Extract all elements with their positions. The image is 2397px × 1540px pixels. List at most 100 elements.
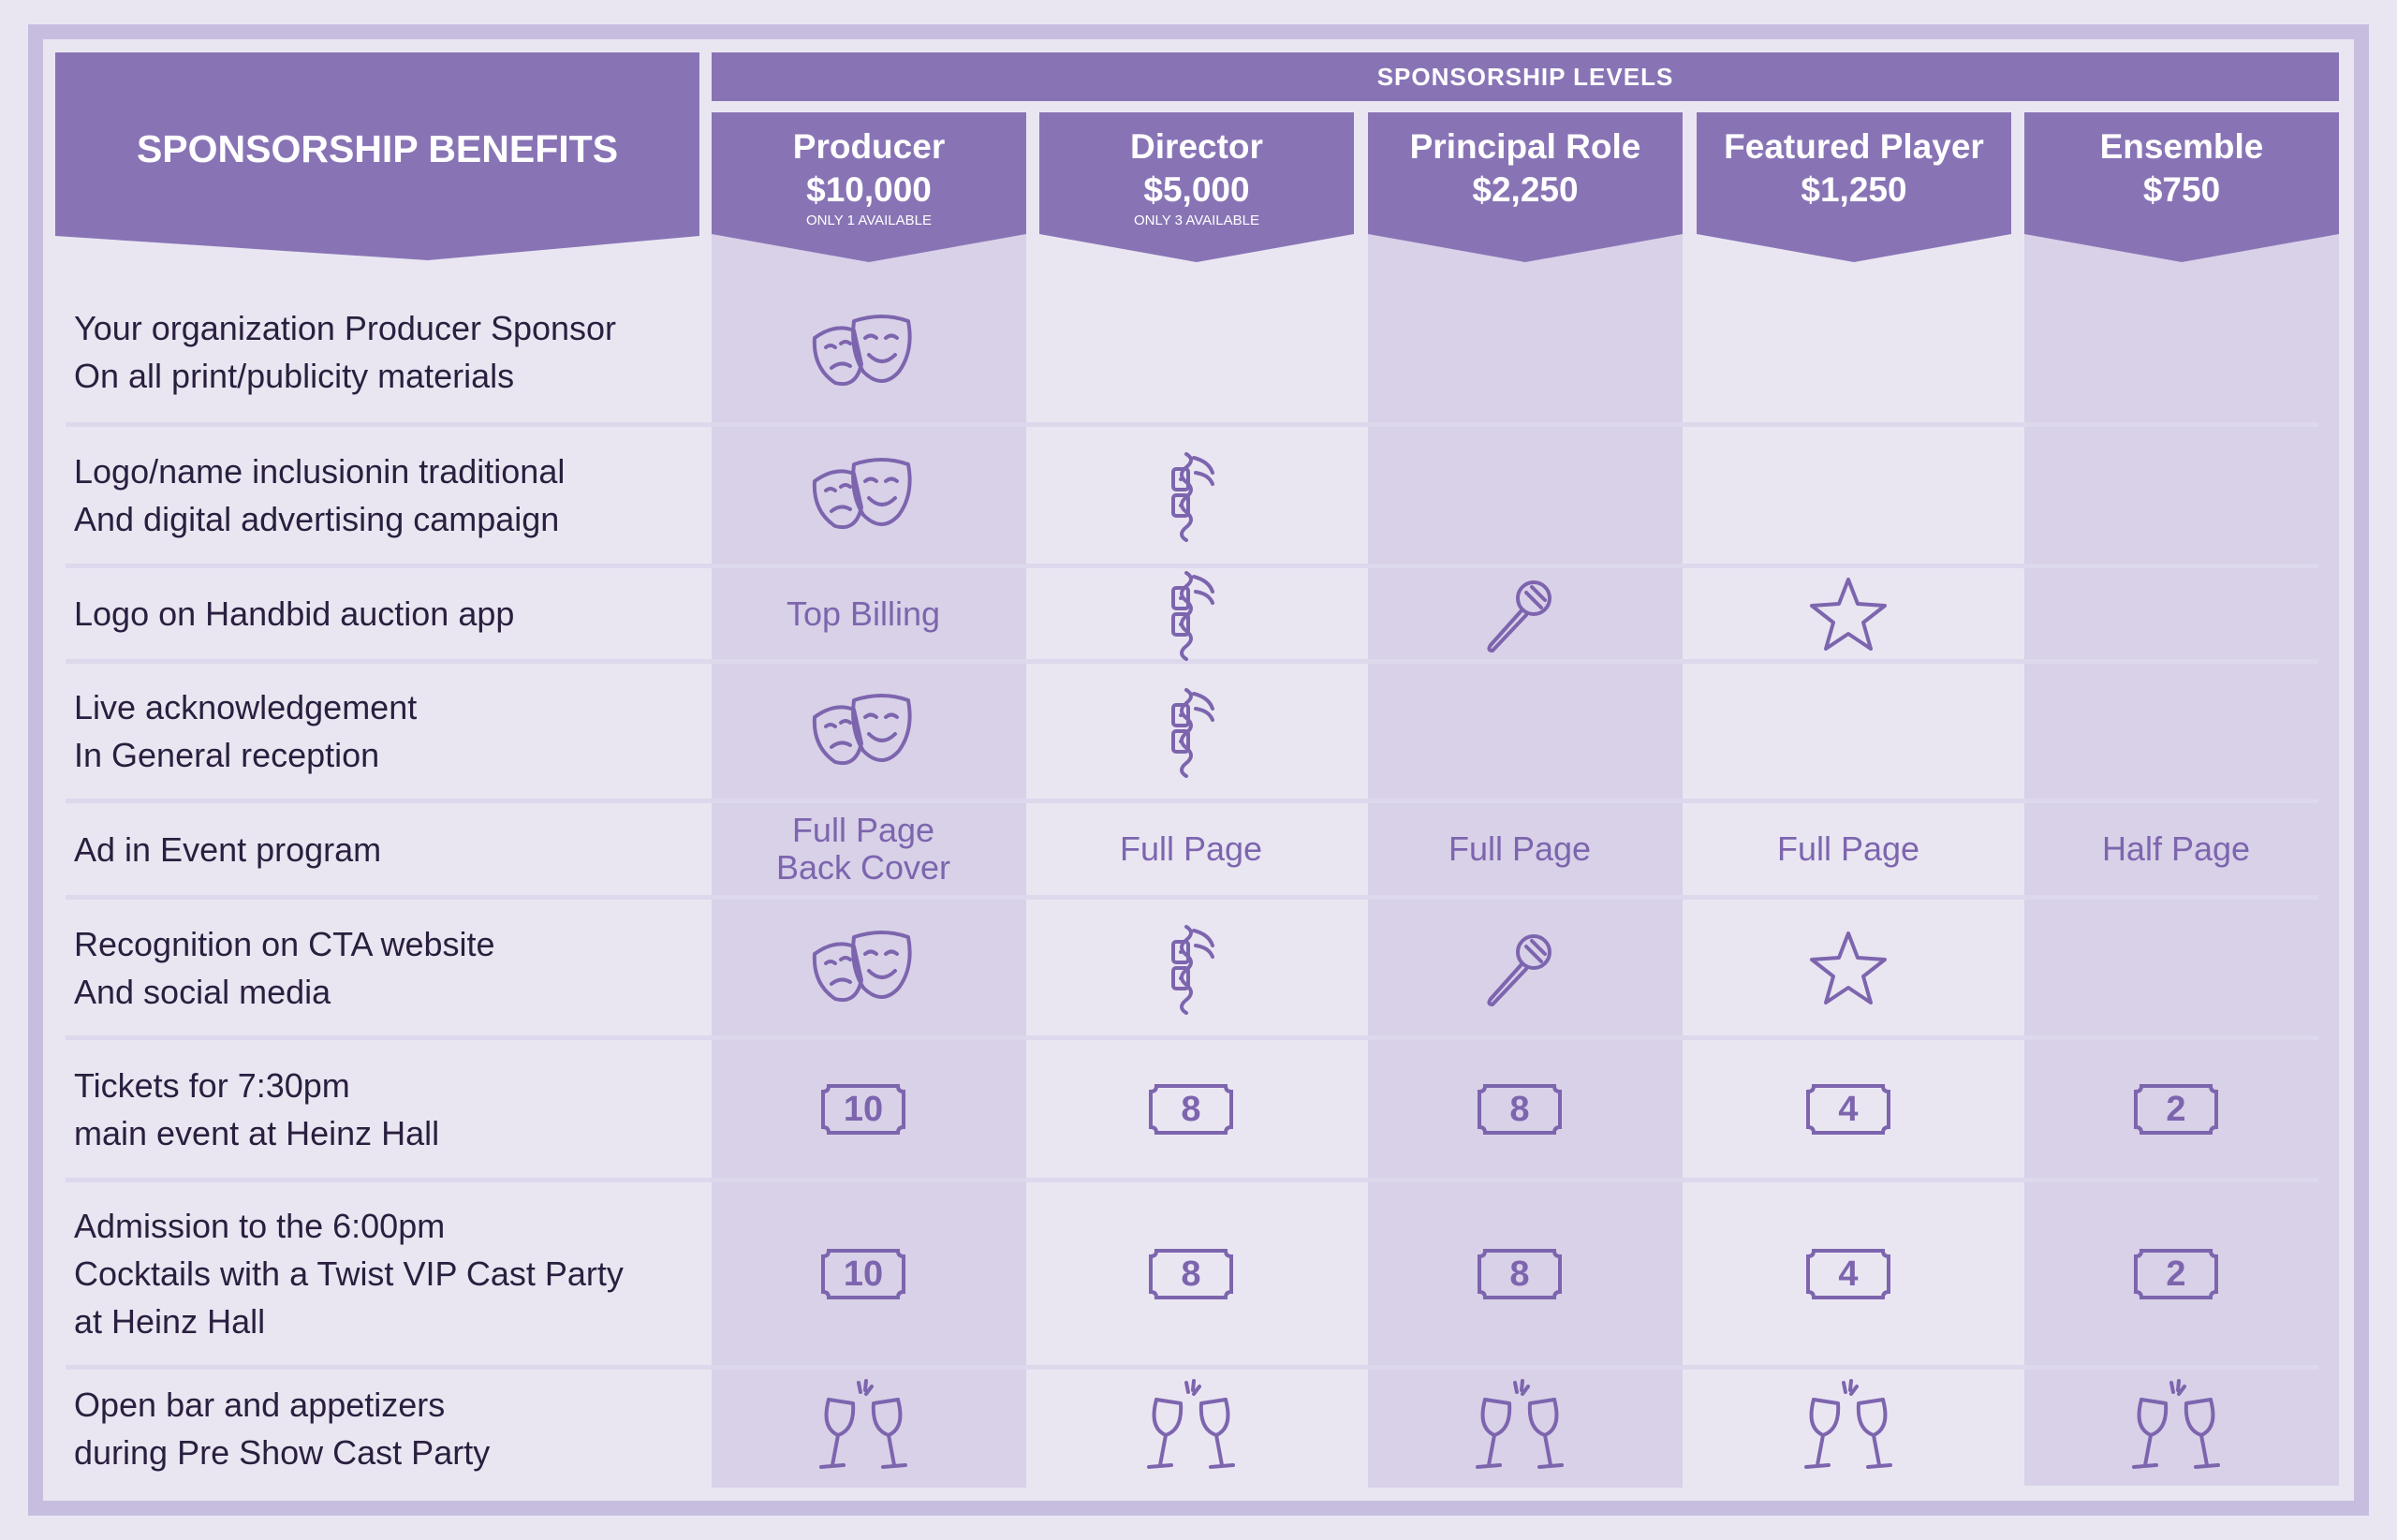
benefit-value: Top Billing [786, 594, 941, 633]
level-header-principal-role: Principal Role $2,250 [1368, 112, 1683, 262]
benefit-cell: Full Page Back Cover [706, 802, 1021, 896]
column-shade [712, 225, 1026, 1488]
benefit-label: Recognition on CTA website And social me… [74, 924, 495, 1011]
benefit-cell: 10 [706, 1039, 1021, 1179]
benefit-label: Ad in Event program [74, 829, 382, 869]
benefit-cell [706, 281, 1021, 423]
ticket-count: 8 [1181, 1254, 1201, 1294]
benefit-cell: 4 [1691, 1039, 2006, 1179]
benefit-cell [1034, 663, 1348, 799]
benefit-label: Your organization Producer Sponsor On al… [74, 309, 617, 395]
champagne-glasses-icon [1797, 1377, 1900, 1480]
film-reel-icon [1158, 567, 1224, 661]
benefit-cell [1034, 567, 1348, 661]
film-reel-icon [1158, 448, 1224, 542]
star-icon [1806, 572, 1890, 656]
ticket-count: 4 [1838, 1254, 1859, 1294]
row-divider [66, 564, 2318, 568]
benefit-cell [1362, 567, 1677, 660]
film-reel-icon [1158, 684, 1224, 778]
benefit-cell [1691, 567, 2006, 660]
level-name: Principal Role [1409, 127, 1641, 166]
benefit-cell: 4 [1691, 1181, 2006, 1366]
benefit-cell: 2 [2019, 1181, 2333, 1366]
column-shade [1368, 225, 1683, 1488]
benefit-value: Full Page [1448, 829, 1592, 868]
ticket-icon: 4 [1806, 1083, 1890, 1135]
ticket-icon: 4 [1806, 1248, 1890, 1299]
benefit-cell [1691, 899, 2006, 1036]
benefit-cell [706, 1369, 1021, 1489]
ticket-icon: 8 [1149, 1083, 1233, 1135]
row-divider [66, 659, 2318, 664]
level-price: $5,000 [1143, 170, 1250, 209]
benefit-cell [1034, 1369, 1348, 1489]
column-shade [2024, 225, 2339, 1486]
benefits-title: SPONSORSHIP BENEFITS [136, 127, 619, 170]
level-availability-note: ONLY 3 AVAILABLE [1134, 213, 1259, 228]
benefit-cell [1362, 1369, 1677, 1489]
row-divider [66, 1365, 2318, 1370]
film-reel-icon [1158, 921, 1224, 1015]
level-price: $1,250 [1801, 170, 1907, 209]
theater-masks-icon [807, 310, 919, 394]
row-divider [66, 1035, 2318, 1040]
level-header-director: Director $5,000 ONLY 3 AVAILABLE [1039, 112, 1354, 262]
star-icon [1806, 926, 1890, 1010]
level-price: $2,250 [1472, 170, 1579, 209]
champagne-glasses-icon [2125, 1377, 2228, 1480]
benefit-cell: Top Billing [706, 567, 1021, 660]
level-name: Producer [792, 127, 946, 166]
level-price: $10,000 [806, 170, 932, 209]
benefit-label: Logo on Handbid auction app [74, 594, 515, 633]
benefit-cell: 8 [1362, 1181, 1677, 1366]
champagne-glasses-icon [1468, 1377, 1571, 1480]
benefit-cell: 10 [706, 1181, 1021, 1366]
level-header-producer: Producer $10,000 ONLY 1 AVAILABLE [712, 112, 1026, 262]
ticket-icon: 8 [1149, 1248, 1233, 1299]
page-frame [28, 24, 2369, 1516]
benefit-value: Half Page [2101, 829, 2251, 868]
level-header-featured-player: Featured Player $1,250 [1697, 112, 2011, 262]
ticket-count: 10 [843, 1089, 884, 1129]
champagne-glasses-icon [812, 1377, 915, 1480]
ticket-count: 2 [2166, 1089, 2186, 1129]
level-price: $750 [2142, 170, 2221, 209]
level-header-ensemble: Ensemble $750 [2024, 112, 2339, 262]
benefit-label: Admission to the 6:00pm Cocktails with a… [74, 1207, 624, 1341]
benefit-cell [1691, 1369, 2006, 1489]
ticket-icon: 2 [2134, 1083, 2218, 1135]
ticket-count: 10 [843, 1254, 884, 1294]
microphone-icon [1478, 926, 1562, 1010]
benefit-cell [706, 663, 1021, 799]
benefit-cell: 8 [1034, 1039, 1348, 1179]
level-name: Ensemble [2099, 127, 2264, 166]
champagne-glasses-icon [1140, 1377, 1243, 1480]
ticket-count: 8 [1509, 1089, 1530, 1129]
levels-header: SPONSORSHIP LEVELS [712, 52, 2339, 101]
theater-masks-icon [807, 689, 919, 773]
ticket-count: 8 [1509, 1254, 1530, 1294]
benefit-cell [2019, 1369, 2333, 1489]
level-name: Featured Player [1724, 127, 1984, 166]
ticket-icon: 10 [821, 1083, 905, 1135]
microphone-icon [1478, 572, 1562, 656]
ticket-icon: 10 [821, 1248, 905, 1299]
row-divider [66, 422, 2318, 427]
row-divider [66, 1178, 2318, 1182]
benefit-cell: 8 [1362, 1039, 1677, 1179]
benefit-value: Full Page [1776, 829, 1920, 868]
ticket-icon: 2 [2134, 1248, 2218, 1299]
row-divider [66, 895, 2318, 900]
theater-masks-icon [807, 926, 919, 1010]
theater-masks-icon [807, 453, 919, 537]
benefit-cell [706, 899, 1021, 1036]
row-divider [66, 799, 2318, 803]
benefit-cell: Full Page [1362, 802, 1677, 896]
benefit-label: Open bar and appetizers during Pre Show … [74, 1386, 491, 1472]
benefit-cell: Full Page [1034, 802, 1348, 896]
benefit-label: Tickets for 7:30pm main event at Heinz H… [74, 1065, 440, 1152]
benefits-header: SPONSORSHIP BENEFITS [55, 52, 701, 268]
level-name: Director [1130, 127, 1263, 166]
